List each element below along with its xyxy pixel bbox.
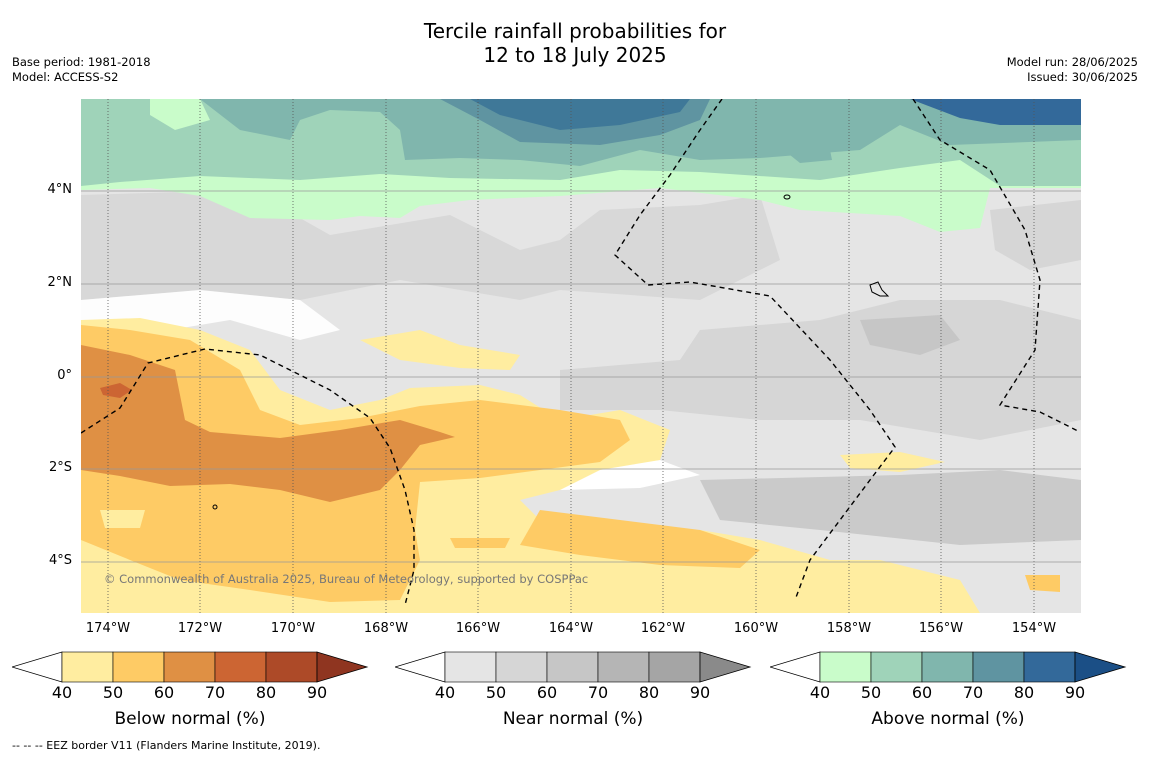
above-normal-patch bbox=[790, 150, 832, 163]
colorbar-segment bbox=[61, 651, 114, 683]
below-normal-50-patch bbox=[520, 510, 760, 568]
colorbar-segment bbox=[648, 651, 701, 683]
white-gap bbox=[81, 290, 340, 340]
latitude-label: 2°N bbox=[47, 275, 73, 290]
latitude-gridlines bbox=[81, 190, 1081, 563]
eez-border-lines bbox=[81, 99, 1081, 606]
colorbar-segment bbox=[819, 651, 872, 683]
longitude-label: 160°W bbox=[733, 621, 779, 636]
colorbar-tick-label: 90 bbox=[1064, 683, 1086, 702]
colorbar-tick-label: 60 bbox=[153, 683, 175, 702]
latitude-label: 4°N bbox=[47, 182, 73, 197]
copyright-text: © Commonwealth of Australia 2025, Bureau… bbox=[104, 572, 589, 586]
island-outline bbox=[869, 281, 890, 297]
colorbar-tick-label: 70 bbox=[587, 683, 609, 702]
longitude-label: 162°W bbox=[640, 621, 686, 636]
model-run-text: Model run: 28/06/2025 bbox=[1006, 55, 1138, 69]
longitude-label: 158°W bbox=[826, 621, 872, 636]
island-outline bbox=[783, 194, 791, 200]
colorbar-tick-label: 50 bbox=[860, 683, 882, 702]
colorbar-tick-label: 80 bbox=[1013, 683, 1035, 702]
colorbar-segment bbox=[546, 651, 599, 683]
colorbar-tick-label: 50 bbox=[102, 683, 124, 702]
above-normal-patch bbox=[150, 99, 210, 130]
colorbar bbox=[770, 651, 1127, 683]
title-line2: 12 to 18 July 2025 bbox=[483, 43, 667, 67]
colorbar bbox=[12, 651, 369, 683]
below-normal-50-patch bbox=[450, 538, 510, 548]
colorbar-tick-label: 90 bbox=[689, 683, 711, 702]
issued-text: Issued: 30/06/2025 bbox=[1027, 70, 1138, 84]
colorbar-under-triangle bbox=[770, 651, 821, 683]
above-normal-75 bbox=[470, 99, 690, 130]
colorbar bbox=[395, 651, 752, 683]
colorbar-tick-label: 70 bbox=[204, 683, 226, 702]
colorbar-title: Near normal (%) bbox=[502, 709, 644, 729]
longitude-label: 174°W bbox=[85, 621, 131, 636]
below-normal-40-patch bbox=[360, 330, 520, 370]
colorbar-tick-label: 70 bbox=[962, 683, 984, 702]
colorbar-segment bbox=[597, 651, 650, 683]
colorbar-tick-label: 50 bbox=[485, 683, 507, 702]
colorbar-under-triangle bbox=[12, 651, 63, 683]
eez-footnote: -- -- -- EEZ border V11 (Flanders Marine… bbox=[12, 739, 321, 752]
below-normal-50-patch bbox=[1025, 575, 1060, 592]
longitude-label: 154°W bbox=[1011, 621, 1057, 636]
near-normal-patch bbox=[990, 200, 1081, 270]
longitude-label: 168°W bbox=[363, 621, 409, 636]
title-line1: Tercile rainfall probabilities for bbox=[423, 19, 727, 43]
latitude-label: 0° bbox=[57, 368, 72, 383]
longitude-label: 170°W bbox=[270, 621, 316, 636]
colorbar-under-triangle bbox=[395, 651, 446, 683]
colorbar-segment bbox=[972, 651, 1025, 683]
latitude-label: 2°S bbox=[48, 460, 72, 475]
longitude-label: 172°W bbox=[177, 621, 223, 636]
above-normal-80 bbox=[910, 99, 1081, 125]
colorbar-tick-label: 80 bbox=[638, 683, 660, 702]
near-normal-patch bbox=[860, 315, 960, 355]
below-normal-60 bbox=[81, 345, 455, 502]
below-normal-40-patch bbox=[840, 452, 945, 472]
below-normal-40-patch bbox=[100, 510, 145, 528]
colorbar-over-triangle bbox=[316, 651, 369, 683]
colorbar-segment bbox=[870, 651, 923, 683]
colorbar-segment bbox=[444, 651, 497, 683]
colorbar-tick-label: 90 bbox=[306, 683, 328, 702]
below-normal-70 bbox=[100, 383, 132, 398]
colorbar-tick-label: 80 bbox=[255, 683, 277, 702]
map-plot-area bbox=[81, 99, 1081, 613]
colorbar-segment bbox=[1023, 651, 1076, 683]
colorbar-segment bbox=[163, 651, 216, 683]
longitude-label: 156°W bbox=[918, 621, 964, 636]
longitude-label: 166°W bbox=[455, 621, 501, 636]
colorbar-segment bbox=[495, 651, 548, 683]
colorbar-tick-label: 40 bbox=[51, 683, 73, 702]
colorbar-segment bbox=[112, 651, 165, 683]
colorbar-segment bbox=[921, 651, 974, 683]
colorbar-tick-label: 40 bbox=[434, 683, 456, 702]
colorbar-title: Below normal (%) bbox=[114, 709, 266, 729]
island-outline bbox=[212, 504, 218, 510]
colorbar-segment bbox=[265, 651, 318, 683]
colorbar-segment bbox=[214, 651, 267, 683]
colorbar-tick-label: 60 bbox=[536, 683, 558, 702]
base-period-text: Base period: 1981-2018 bbox=[12, 55, 151, 69]
longitude-label: 164°W bbox=[548, 621, 594, 636]
colorbar-title: Above normal (%) bbox=[871, 709, 1025, 729]
colorbar-over-triangle bbox=[699, 651, 752, 683]
colorbar-over-triangle bbox=[1074, 651, 1127, 683]
model-text: Model: ACCESS-S2 bbox=[12, 70, 119, 84]
colorbar-tick-label: 60 bbox=[911, 683, 933, 702]
near-normal-patch bbox=[700, 470, 1081, 545]
colorbar-tick-label: 40 bbox=[809, 683, 831, 702]
latitude-label: 4°S bbox=[48, 553, 72, 568]
